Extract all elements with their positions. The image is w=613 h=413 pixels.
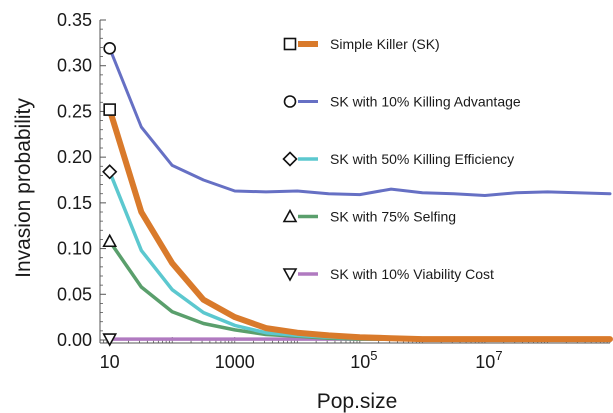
series-marker-3 xyxy=(102,164,118,180)
y-tick-label: 0.35 xyxy=(57,10,92,30)
axes: 0.00 0.05 0.10 0.15 0.20 0.25 0.30 0.35 10 1000 10… xyxy=(57,10,611,372)
legend-marker-2 xyxy=(283,95,297,108)
x-tick-label: 105 xyxy=(350,348,377,372)
series-marker-1 xyxy=(103,103,116,116)
legend-marker-3 xyxy=(282,151,298,167)
x-tick-label: 10 xyxy=(100,352,120,372)
series-lines xyxy=(106,46,613,343)
series-line-2 xyxy=(108,46,612,197)
series-line-1 xyxy=(106,106,613,343)
y-tick-label: 0.10 xyxy=(57,239,92,259)
series-markers xyxy=(102,42,118,347)
y-tick-label: 0.25 xyxy=(57,101,92,121)
y-axis-title: Invasion probability xyxy=(12,98,35,278)
legend-marker-1 xyxy=(283,37,297,51)
series-marker-4 xyxy=(102,233,118,248)
series-marker-2 xyxy=(103,42,116,55)
y-tick-label: 0.20 xyxy=(57,147,92,167)
legend-label-5: SK with 10% Viability Cost xyxy=(330,266,494,282)
x-tick-label: 1000 xyxy=(215,352,255,372)
y-tick-label: 0.00 xyxy=(57,330,92,350)
legend: Simple Killer (SK) SK with 10% Killing Ad… xyxy=(282,36,521,282)
legend-label-4: SK with 75% Selfing xyxy=(330,209,456,225)
series-marker-5 xyxy=(102,333,118,347)
x-axis-title: Pop.size xyxy=(317,390,398,413)
legend-label-1: Simple Killer (SK) xyxy=(330,36,440,52)
y-tick-label: 0.05 xyxy=(57,284,92,304)
legend-label-2: SK with 10% Killing Advantage xyxy=(330,94,521,110)
y-tick-label: 0.30 xyxy=(57,56,92,76)
x-tick-label: 107 xyxy=(475,348,502,372)
legend-marker-4 xyxy=(282,208,298,223)
y-tick-label: 0.15 xyxy=(57,193,92,213)
legend-label-3: SK with 50% Killing Efficiency xyxy=(330,151,514,167)
legend-marker-5 xyxy=(282,268,298,282)
